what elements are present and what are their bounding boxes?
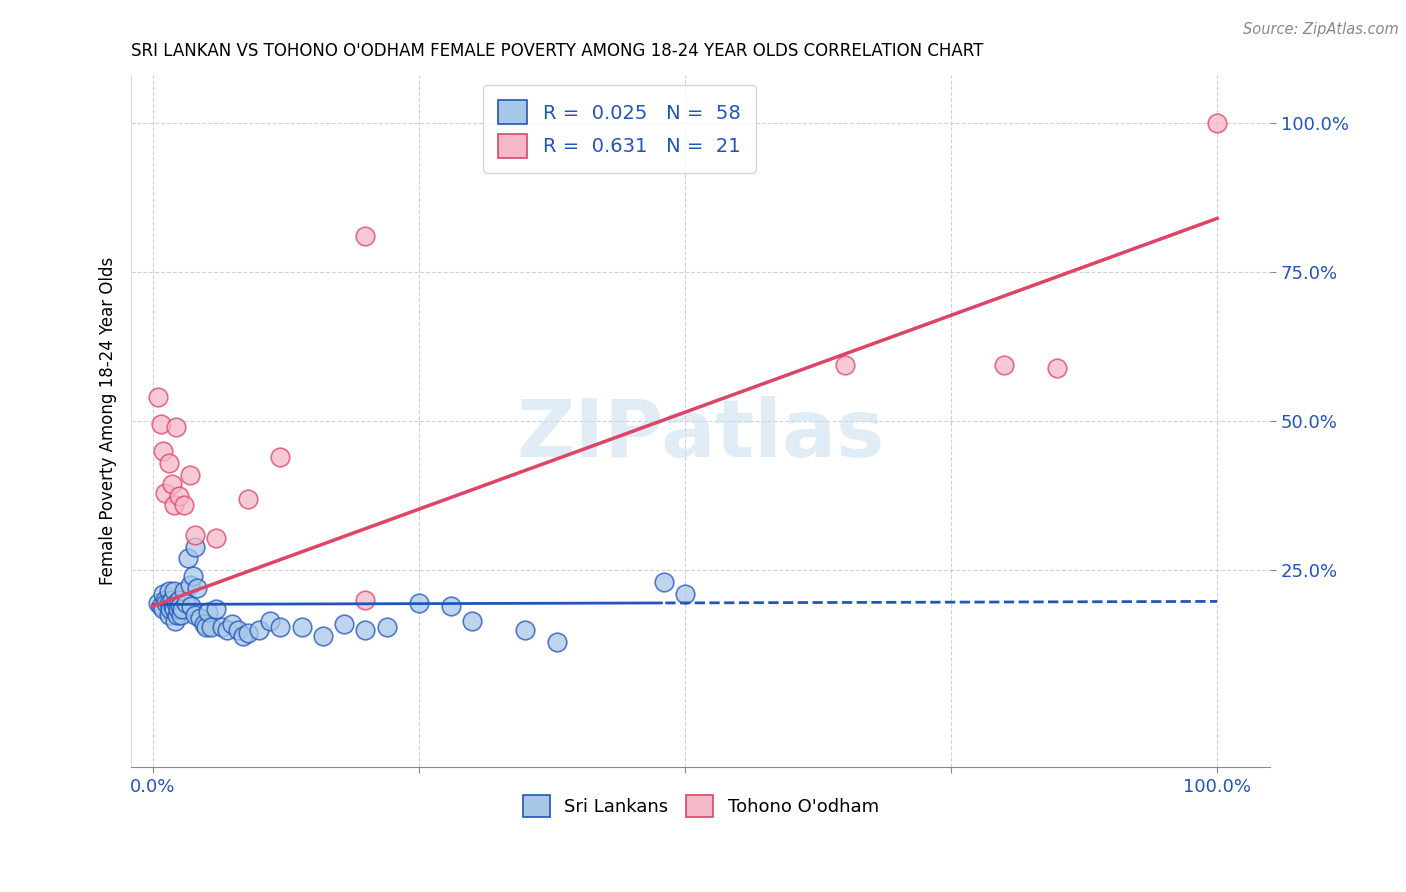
- Point: [163, 614, 186, 628]
- Point: [184, 540, 207, 554]
- Point: [1046, 360, 1069, 375]
- Point: [186, 582, 208, 596]
- Point: [197, 605, 219, 619]
- Point: [167, 602, 190, 616]
- Point: [157, 456, 180, 470]
- Point: [993, 358, 1015, 372]
- Point: [354, 623, 377, 637]
- Point: [170, 608, 193, 623]
- Point: [163, 602, 186, 616]
- Point: [179, 467, 201, 482]
- Point: [155, 596, 177, 610]
- Point: [181, 569, 204, 583]
- Point: [215, 623, 238, 637]
- Point: [180, 599, 202, 614]
- Point: [152, 444, 174, 458]
- Point: [152, 602, 174, 616]
- Point: [652, 575, 675, 590]
- Point: [194, 620, 217, 634]
- Point: [408, 596, 430, 610]
- Text: SRI LANKAN VS TOHONO O'ODHAM FEMALE POVERTY AMONG 18-24 YEAR OLDS CORRELATION CH: SRI LANKAN VS TOHONO O'ODHAM FEMALE POVE…: [131, 42, 984, 60]
- Point: [184, 608, 207, 623]
- Point: [834, 358, 856, 372]
- Point: [312, 629, 335, 643]
- Point: [167, 489, 190, 503]
- Point: [461, 614, 484, 628]
- Point: [291, 620, 314, 634]
- Point: [163, 498, 186, 512]
- Point: [169, 599, 191, 614]
- Point: [146, 390, 169, 404]
- Point: [179, 578, 201, 592]
- Point: [238, 491, 260, 506]
- Text: ZIPatlas: ZIPatlas: [516, 396, 884, 474]
- Point: [200, 620, 222, 634]
- Point: [211, 620, 233, 634]
- Point: [205, 602, 228, 616]
- Point: [172, 602, 194, 616]
- Point: [160, 476, 183, 491]
- Point: [165, 420, 187, 434]
- Point: [173, 584, 195, 599]
- Point: [440, 599, 463, 614]
- Point: [157, 584, 180, 599]
- Point: [176, 551, 198, 566]
- Point: [159, 602, 181, 616]
- Point: [354, 229, 377, 244]
- Point: [174, 596, 197, 610]
- Point: [232, 629, 254, 643]
- Point: [333, 617, 356, 632]
- Point: [546, 635, 568, 649]
- Point: [247, 623, 270, 637]
- Point: [1206, 116, 1229, 130]
- Point: [167, 593, 190, 607]
- Point: [515, 623, 537, 637]
- Point: [155, 485, 177, 500]
- Point: [193, 617, 215, 632]
- Point: [155, 593, 177, 607]
- Point: [269, 620, 291, 634]
- Point: [221, 617, 243, 632]
- Point: [375, 620, 398, 634]
- Point: [205, 531, 228, 545]
- Point: [150, 599, 173, 614]
- Point: [157, 608, 180, 623]
- Y-axis label: Female Poverty Among 18-24 Year Olds: Female Poverty Among 18-24 Year Olds: [100, 257, 117, 585]
- Point: [146, 596, 169, 610]
- Point: [162, 599, 184, 614]
- Text: Source: ZipAtlas.com: Source: ZipAtlas.com: [1243, 22, 1399, 37]
- Point: [160, 593, 183, 607]
- Point: [238, 626, 260, 640]
- Point: [150, 417, 173, 432]
- Point: [354, 593, 377, 607]
- Point: [269, 450, 291, 464]
- Point: [166, 608, 188, 623]
- Point: [190, 611, 212, 625]
- Point: [173, 498, 195, 512]
- Point: [157, 596, 180, 610]
- Point: [226, 623, 249, 637]
- Point: [152, 587, 174, 601]
- Legend: Sri Lankans, Tohono O'odham: Sri Lankans, Tohono O'odham: [516, 788, 886, 824]
- Point: [184, 527, 207, 541]
- Point: [163, 584, 186, 599]
- Point: [673, 587, 696, 601]
- Point: [165, 596, 187, 610]
- Point: [259, 614, 281, 628]
